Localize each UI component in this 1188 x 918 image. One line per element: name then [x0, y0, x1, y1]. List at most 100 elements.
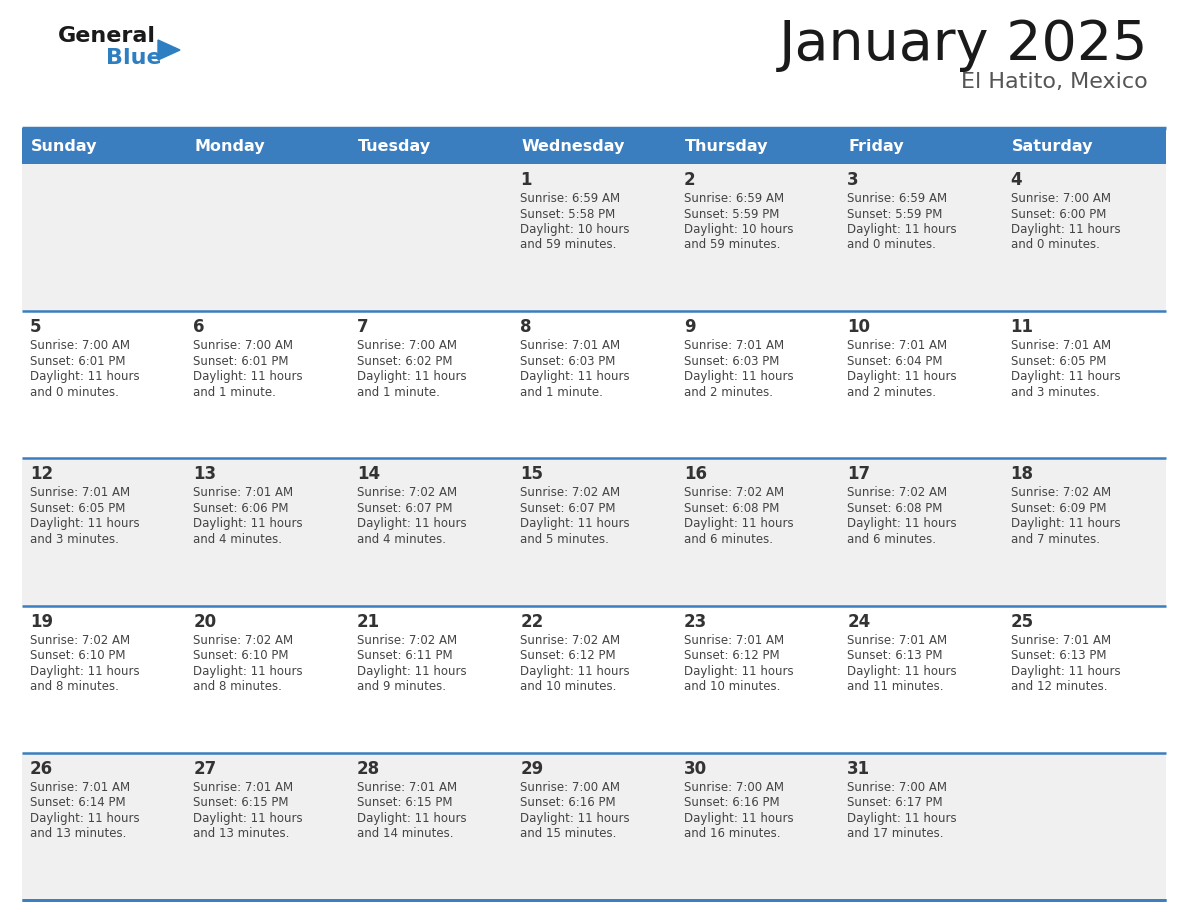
Text: 12: 12 — [30, 465, 53, 484]
Text: Sunrise: 7:00 AM: Sunrise: 7:00 AM — [520, 781, 620, 794]
Text: Tuesday: Tuesday — [358, 139, 431, 153]
Text: Sunset: 6:17 PM: Sunset: 6:17 PM — [847, 796, 943, 810]
Text: Sunrise: 7:01 AM: Sunrise: 7:01 AM — [30, 487, 131, 499]
Text: Daylight: 11 hours: Daylight: 11 hours — [194, 665, 303, 677]
Text: Sunset: 5:59 PM: Sunset: 5:59 PM — [684, 207, 779, 220]
Text: Blue: Blue — [106, 48, 162, 68]
Text: Sunset: 6:06 PM: Sunset: 6:06 PM — [194, 502, 289, 515]
Text: 4: 4 — [1011, 171, 1022, 189]
Text: 11: 11 — [1011, 319, 1034, 336]
Text: Sunset: 6:14 PM: Sunset: 6:14 PM — [30, 796, 126, 810]
Text: 30: 30 — [684, 760, 707, 778]
Text: Daylight: 11 hours: Daylight: 11 hours — [684, 518, 794, 531]
Text: Daylight: 11 hours: Daylight: 11 hours — [847, 370, 956, 383]
Text: 19: 19 — [30, 612, 53, 631]
Text: and 12 minutes.: and 12 minutes. — [1011, 680, 1107, 693]
Text: and 13 minutes.: and 13 minutes. — [194, 827, 290, 840]
Text: Daylight: 11 hours: Daylight: 11 hours — [520, 518, 630, 531]
Text: Sunset: 6:07 PM: Sunset: 6:07 PM — [356, 502, 453, 515]
Text: Daylight: 11 hours: Daylight: 11 hours — [847, 518, 956, 531]
Text: and 2 minutes.: and 2 minutes. — [684, 386, 772, 398]
Text: and 8 minutes.: and 8 minutes. — [194, 680, 283, 693]
Text: Monday: Monday — [195, 139, 265, 153]
Text: Sunrise: 7:02 AM: Sunrise: 7:02 AM — [847, 487, 947, 499]
Text: and 0 minutes.: and 0 minutes. — [30, 386, 119, 398]
Text: Sunrise: 7:00 AM: Sunrise: 7:00 AM — [30, 339, 129, 353]
Text: Sunrise: 7:02 AM: Sunrise: 7:02 AM — [356, 487, 457, 499]
Text: 1: 1 — [520, 171, 532, 189]
Text: and 9 minutes.: and 9 minutes. — [356, 680, 446, 693]
Text: and 11 minutes.: and 11 minutes. — [847, 680, 943, 693]
Text: Sunset: 5:59 PM: Sunset: 5:59 PM — [847, 207, 942, 220]
Text: and 59 minutes.: and 59 minutes. — [520, 239, 617, 252]
Text: Sunset: 6:01 PM: Sunset: 6:01 PM — [194, 354, 289, 368]
Text: Sunrise: 7:01 AM: Sunrise: 7:01 AM — [684, 339, 784, 353]
Text: Sunrise: 7:01 AM: Sunrise: 7:01 AM — [1011, 633, 1111, 646]
Text: Sunrise: 6:59 AM: Sunrise: 6:59 AM — [684, 192, 784, 205]
Text: 17: 17 — [847, 465, 871, 484]
Text: 6: 6 — [194, 319, 204, 336]
Text: Sunrise: 7:02 AM: Sunrise: 7:02 AM — [520, 487, 620, 499]
Text: 7: 7 — [356, 319, 368, 336]
Text: and 10 minutes.: and 10 minutes. — [520, 680, 617, 693]
Text: Daylight: 11 hours: Daylight: 11 hours — [1011, 665, 1120, 677]
Text: Daylight: 11 hours: Daylight: 11 hours — [684, 665, 794, 677]
Text: and 0 minutes.: and 0 minutes. — [1011, 239, 1099, 252]
Text: 3: 3 — [847, 171, 859, 189]
Text: 31: 31 — [847, 760, 871, 778]
Text: 15: 15 — [520, 465, 543, 484]
Text: Sunset: 6:03 PM: Sunset: 6:03 PM — [684, 354, 779, 368]
Text: Sunset: 6:05 PM: Sunset: 6:05 PM — [1011, 354, 1106, 368]
Text: Sunrise: 7:02 AM: Sunrise: 7:02 AM — [356, 633, 457, 646]
Text: Sunset: 6:00 PM: Sunset: 6:00 PM — [1011, 207, 1106, 220]
Bar — [23, 753, 1165, 900]
Text: Daylight: 11 hours: Daylight: 11 hours — [194, 370, 303, 383]
Text: Sunrise: 7:01 AM: Sunrise: 7:01 AM — [847, 633, 947, 646]
Text: Daylight: 11 hours: Daylight: 11 hours — [30, 812, 140, 824]
Text: Daylight: 11 hours: Daylight: 11 hours — [520, 370, 630, 383]
Text: 16: 16 — [684, 465, 707, 484]
Text: Daylight: 10 hours: Daylight: 10 hours — [520, 223, 630, 236]
Text: Sunset: 6:13 PM: Sunset: 6:13 PM — [847, 649, 942, 662]
Text: Sunrise: 7:01 AM: Sunrise: 7:01 AM — [194, 487, 293, 499]
Text: 8: 8 — [520, 319, 532, 336]
Text: Sunrise: 7:00 AM: Sunrise: 7:00 AM — [684, 781, 784, 794]
Text: Daylight: 11 hours: Daylight: 11 hours — [30, 370, 140, 383]
Text: 22: 22 — [520, 612, 544, 631]
Text: Daylight: 11 hours: Daylight: 11 hours — [30, 518, 140, 531]
Text: General: General — [58, 26, 156, 46]
Text: Sunset: 6:04 PM: Sunset: 6:04 PM — [847, 354, 942, 368]
Text: Sunset: 6:13 PM: Sunset: 6:13 PM — [1011, 649, 1106, 662]
Text: 5: 5 — [30, 319, 42, 336]
Bar — [1003, 128, 1165, 164]
Text: and 6 minutes.: and 6 minutes. — [684, 533, 772, 546]
Text: and 0 minutes.: and 0 minutes. — [847, 239, 936, 252]
Text: Daylight: 11 hours: Daylight: 11 hours — [847, 812, 956, 824]
Text: Sunrise: 7:02 AM: Sunrise: 7:02 AM — [684, 487, 784, 499]
Text: Sunset: 6:11 PM: Sunset: 6:11 PM — [356, 649, 453, 662]
Text: Sunset: 6:12 PM: Sunset: 6:12 PM — [520, 649, 615, 662]
Text: and 5 minutes.: and 5 minutes. — [520, 533, 609, 546]
Text: Sunrise: 7:01 AM: Sunrise: 7:01 AM — [1011, 339, 1111, 353]
Text: Daylight: 11 hours: Daylight: 11 hours — [1011, 370, 1120, 383]
Text: Sunset: 6:15 PM: Sunset: 6:15 PM — [194, 796, 289, 810]
Text: 27: 27 — [194, 760, 216, 778]
Text: Daylight: 11 hours: Daylight: 11 hours — [520, 665, 630, 677]
Text: 28: 28 — [356, 760, 380, 778]
Text: and 10 minutes.: and 10 minutes. — [684, 680, 781, 693]
Text: Sunset: 6:02 PM: Sunset: 6:02 PM — [356, 354, 453, 368]
Text: 14: 14 — [356, 465, 380, 484]
Text: Sunrise: 7:00 AM: Sunrise: 7:00 AM — [1011, 192, 1111, 205]
Text: and 1 minute.: and 1 minute. — [356, 386, 440, 398]
Bar — [23, 128, 185, 164]
Text: 24: 24 — [847, 612, 871, 631]
Text: Daylight: 11 hours: Daylight: 11 hours — [520, 812, 630, 824]
Text: Sunrise: 7:00 AM: Sunrise: 7:00 AM — [356, 339, 457, 353]
Text: Friday: Friday — [848, 139, 904, 153]
Text: Sunrise: 7:01 AM: Sunrise: 7:01 AM — [847, 339, 947, 353]
Text: Daylight: 11 hours: Daylight: 11 hours — [1011, 518, 1120, 531]
Text: 26: 26 — [30, 760, 53, 778]
Text: Sunset: 6:10 PM: Sunset: 6:10 PM — [194, 649, 289, 662]
Text: 9: 9 — [684, 319, 695, 336]
Text: Daylight: 11 hours: Daylight: 11 hours — [847, 223, 956, 236]
